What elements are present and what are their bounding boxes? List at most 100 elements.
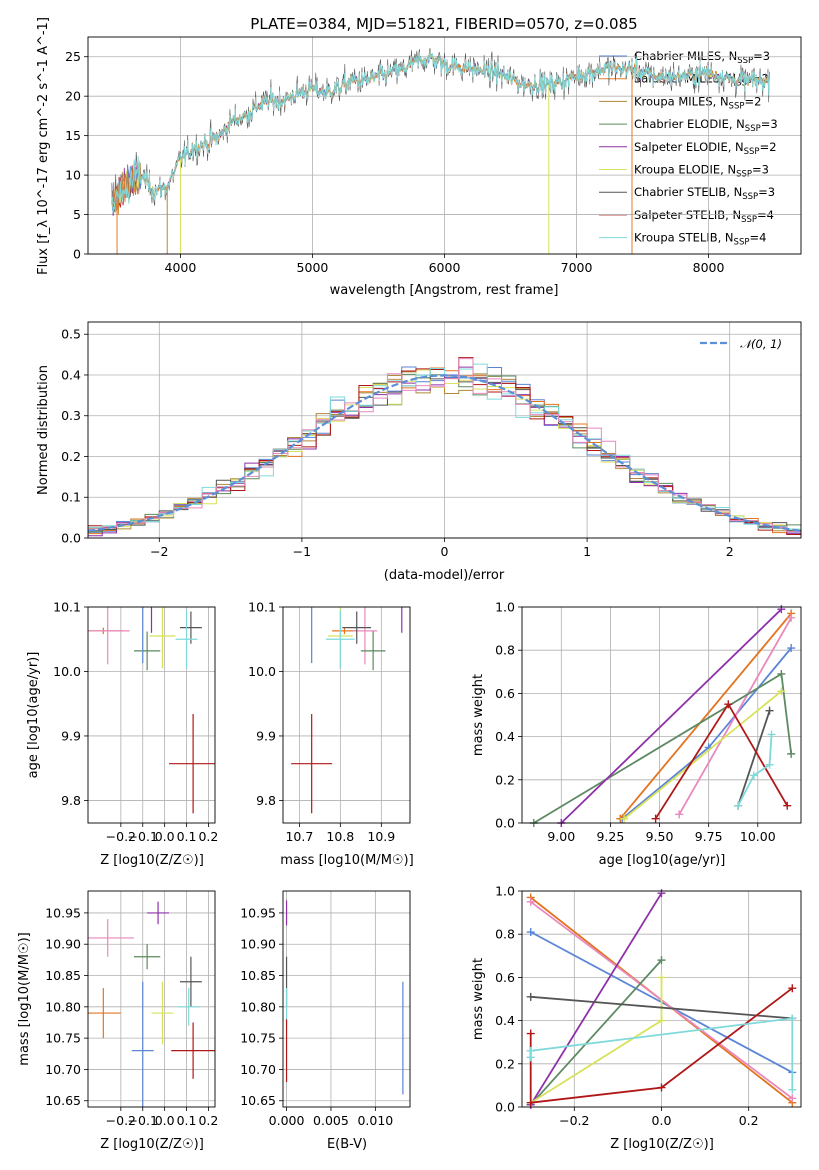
weight-point-marker	[787, 749, 796, 758]
legend-entry-label: Chabrier MILES, NSSP=3	[634, 49, 770, 66]
weight-point-marker	[777, 687, 786, 696]
mass-z-x-label: Z [log10(Z/Z☉)]	[100, 1137, 204, 1152]
x-tick-label: −0.1	[128, 829, 158, 844]
age_vs_Z-panel: −0.2−0.10.0 0.1 0.2 9.8 9.9 10.0 10.1	[53, 600, 218, 845]
weight-point-marker	[788, 1014, 797, 1023]
weight-z-x-label: Z [log10(Z/Z☉)]	[610, 1137, 714, 1152]
weight-point-marker	[675, 810, 684, 819]
y-tick-label: 10.65	[45, 1093, 81, 1108]
y-tick-label: 20	[65, 89, 81, 104]
mass_vs_Z-panel: −0.2−0.10.0 0.1 0.2 10.65 10.70 10.75 10.80 10.…	[45, 890, 218, 1128]
legend-entry-label: Kroupa MILES, NSSP=2	[634, 94, 761, 111]
weight-series-line	[623, 690, 782, 820]
residual-y-label: Normed distribution	[36, 365, 51, 495]
y-tick-label: 9.9	[61, 728, 81, 743]
x-tick-label: 0.2	[198, 1113, 218, 1128]
weight-point-marker	[620, 814, 629, 823]
mass_vs_EBV-panel: 0.000 0.005 0.010 10.65 10.70 10.75 10.80 10.85…	[240, 890, 411, 1128]
mass-ebv-x-label: E(B-V)	[327, 1137, 367, 1152]
x-tick-label: 4000	[165, 260, 197, 275]
y-tick-label: 10.70	[45, 1062, 81, 1077]
residual-x-label: (data-model)/error	[384, 568, 505, 583]
axes-frame	[87, 321, 802, 539]
x-tick-label: 10.7	[285, 829, 313, 844]
weight_vs_Z-panel: −0.2 0.0 0.2 0.0 0.2 0.4 0.6 0.8 1.0	[495, 884, 802, 1128]
x-tick-label: 6000	[429, 260, 461, 275]
axes-frame	[521, 606, 802, 824]
weight-point-marker	[783, 801, 792, 810]
y-tick-label: 10.85	[45, 968, 81, 983]
axes-frame	[521, 890, 802, 1108]
x-tick-label: 10.00	[740, 829, 776, 844]
axes-frame	[87, 606, 216, 824]
y-tick-label: 10.1	[248, 600, 276, 615]
weight-series-line	[530, 995, 793, 1020]
y-tick-label: 10.0	[53, 664, 81, 679]
mass-z-y-label: mass [log10(M/M☉)]	[17, 932, 32, 1065]
y-tick-label: 9.8	[61, 793, 81, 808]
spectrum-line-kroupa-stelib	[111, 51, 770, 214]
weight-series-line	[737, 734, 773, 807]
y-tick-label: 0.0	[495, 1100, 515, 1115]
y-tick-label: 10.75	[240, 1031, 276, 1046]
y-tick-label: 0.8	[495, 927, 515, 942]
weight-series-line	[529, 987, 793, 1104]
weight-point-marker	[788, 1094, 797, 1103]
x-tick-label: 5000	[297, 260, 329, 275]
y-tick-label: 0.2	[495, 772, 515, 787]
x-tick-label: 10.8	[326, 829, 354, 844]
y-tick-label: 0.5	[61, 327, 81, 342]
y-tick-label: 0.4	[61, 367, 81, 382]
y-tick-label: 10.65	[240, 1093, 276, 1108]
x-tick-label: 10.9	[367, 829, 395, 844]
y-tick-label: 10.80	[45, 999, 81, 1014]
weight-point-marker	[765, 760, 774, 769]
y-tick-label: 0.3	[61, 408, 81, 423]
y-tick-label: 10.0	[248, 664, 276, 679]
y-tick-label: 10.1	[53, 600, 81, 615]
legend-entry-label: Salpeter ELODIE, NSSP=2	[634, 140, 777, 157]
x-tick-label: 0	[441, 544, 449, 559]
axes-frame	[87, 890, 216, 1108]
weight-series-line	[619, 612, 792, 820]
x-tick-label: 9.75	[695, 829, 723, 844]
x-tick-label: 0.2	[739, 1113, 759, 1128]
axes-frame	[87, 36, 802, 255]
weight-point-marker	[657, 889, 666, 898]
legend-entry-label: Chabrier STELIB, NSSP=3	[634, 185, 775, 202]
weight-point-marker	[787, 613, 796, 622]
residuals-panel: −2 −1 0 1 2 0.0 0.1 0.2 0.3 0.4 0.5	[61, 321, 802, 559]
weight-point-marker	[526, 992, 535, 1001]
y-tick-label: 10.85	[240, 968, 276, 983]
weight-point-marker	[734, 801, 743, 810]
weight-point-marker	[657, 1083, 666, 1092]
age_vs_mass-panel: 10.7 10.8 10.9 9.8 9.9 10.0 10.1	[248, 600, 411, 844]
x-tick-label: 0.010	[357, 1113, 393, 1128]
y-tick-label: 1.0	[495, 600, 515, 615]
weight-point-marker	[526, 1098, 535, 1107]
axes-frame	[282, 890, 411, 1108]
x-tick-label: 0.1	[177, 1113, 197, 1128]
y-tick-label: 15	[65, 128, 81, 143]
y-tick-label: 10.90	[240, 937, 276, 952]
weight-point-marker	[657, 1016, 666, 1025]
weight-point-marker	[526, 1046, 535, 1055]
normal-curve	[87, 374, 802, 532]
y-tick-label: 10.70	[240, 1062, 276, 1077]
x-tick-label: −0.2	[106, 1113, 136, 1128]
weight-point-marker	[777, 669, 786, 678]
legend-normal-label: 𝒩(0, 1)	[740, 337, 782, 351]
weight-point-marker	[526, 1029, 535, 1038]
y-tick-label: 10	[65, 168, 81, 183]
y-tick-label: 0.6	[495, 970, 515, 985]
weight-point-marker	[777, 605, 786, 614]
age-z-y-label: age [log10(age/yr)]	[26, 652, 41, 779]
weight-point-marker	[788, 984, 797, 993]
y-tick-label: 0.0	[495, 816, 515, 831]
y-tick-label: 0.4	[495, 1013, 515, 1028]
y-tick-label: 0.4	[495, 729, 515, 744]
weight_vs_age-panel: 9.00 9.25 9.50 9.75 10.00 0.0 0.2 0.4 0.6 0.8 1.0	[495, 600, 802, 844]
figure-title: PLATE=0384, MJD=51821, FIBERID=0570, z=0…	[250, 15, 637, 33]
weight-point-marker	[526, 928, 535, 937]
weight-point-marker	[526, 897, 535, 906]
